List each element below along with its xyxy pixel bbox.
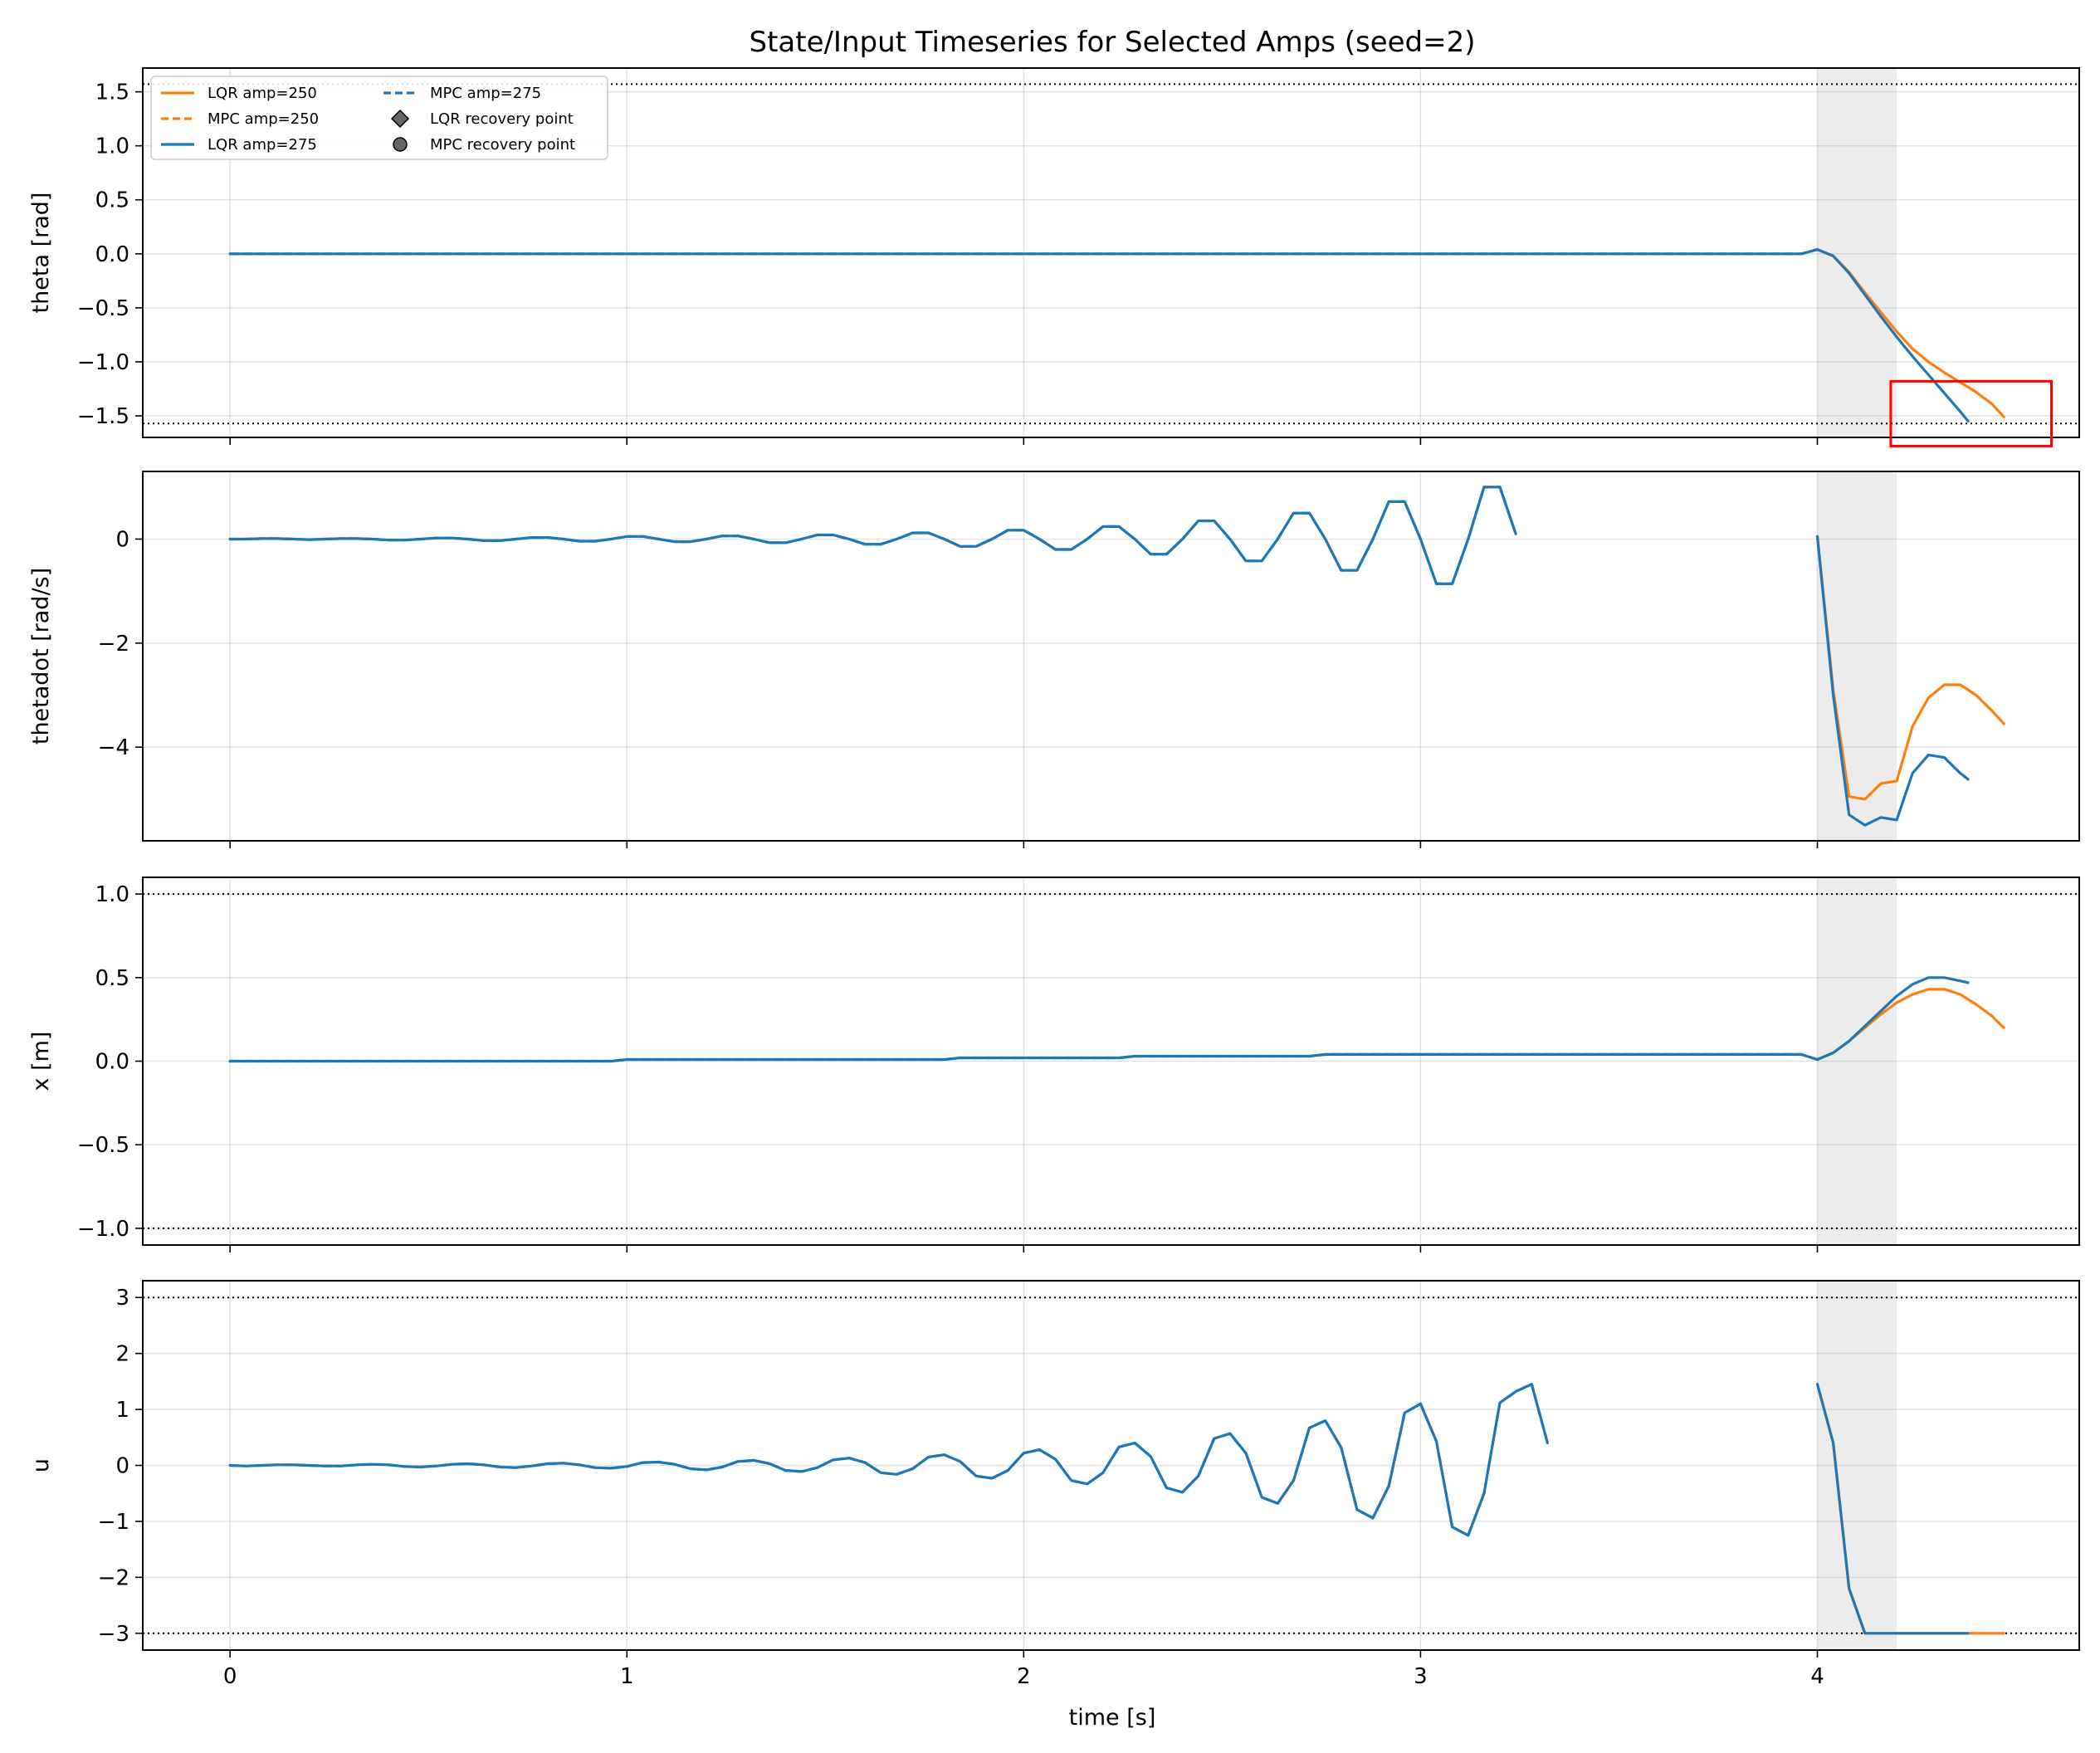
subplot-3: −1.0 −0.5 0.0 0.5 1.0 x [m] (28, 876, 2080, 1252)
series-line (1815, 535, 1970, 827)
y-tick-label: 0 (115, 527, 129, 552)
y-tick-label: −4 (98, 735, 129, 760)
y-tick-label: 1.0 (95, 882, 129, 907)
series-group (228, 1383, 2005, 1635)
y-tick-label: 1.5 (95, 81, 129, 105)
x-tick-label: 0 (223, 1664, 237, 1689)
series-group (228, 248, 2005, 423)
y-tick-label: 0.0 (95, 242, 129, 267)
y-tick-label: 0.5 (95, 188, 129, 213)
legend-label: MPC amp=250 (208, 110, 319, 128)
legend-label: LQR amp=275 (208, 136, 317, 154)
legend: LQR amp=250 MPC amp=250 LQR amp=275 MPC amp… (150, 76, 608, 160)
series-group (228, 486, 2005, 827)
legend-diamond-marker (390, 109, 410, 129)
subplot-1: −1.5 −1.0 −0.5 0.0 0.5 1.0 1.5 theta [rad] LQR a… (28, 67, 2080, 447)
y-tick-label: 0.0 (95, 1050, 129, 1075)
y-axis-label: thetadot [rad/s] (28, 568, 54, 745)
legend-label: MPC amp=275 (430, 85, 541, 102)
x-tick-label: 1 (620, 1664, 634, 1689)
shaded-region (1817, 1281, 1897, 1650)
y-tick-label: 1 (115, 1398, 129, 1423)
x-tick-label: 4 (1810, 1664, 1824, 1689)
y-tick-label: 0 (115, 1454, 129, 1479)
y-tick-label: 2 (115, 1342, 129, 1367)
y-axis-label: x [m] (28, 1032, 54, 1091)
subplot-2: −4 −2 0 thetadot [rad/s] (28, 471, 2080, 848)
series-line (1815, 535, 2005, 801)
series-line (1815, 1383, 1970, 1635)
y-tick-label: −2 (98, 632, 129, 657)
subplot-stack: −1.5 −1.0 −0.5 0.0 0.5 1.0 1.5 theta [rad] LQR a… (28, 67, 2080, 1689)
subplot-4: −3 −2 −1 0 1 2 3 0 1 2 3 4 u (28, 1280, 2080, 1689)
legend-label: LQR amp=250 (208, 85, 317, 102)
chart-title: State/Input Timeseries for Selected Amps… (749, 26, 1475, 59)
shaded-region (1817, 68, 1897, 437)
series-line (1815, 976, 1970, 1062)
y-tick-label: −3 (98, 1622, 129, 1647)
series-group (228, 976, 2005, 1063)
x-tick-label: 3 (1414, 1664, 1428, 1689)
y-tick-label: −2 (98, 1565, 129, 1590)
legend-frame (150, 76, 608, 160)
legend-label: LQR recovery point (430, 110, 574, 128)
mpc-dashed-line (228, 248, 1819, 256)
x-axis-label: time [s] (1069, 1705, 1156, 1731)
mpc-dashed-line (228, 1052, 1819, 1063)
x-tick-label: 2 (1017, 1664, 1031, 1689)
axes-frame (142, 471, 2080, 842)
highlight-box (1889, 379, 2054, 447)
y-tick-label: −1.5 (77, 404, 129, 429)
y-axis-label: u (28, 1458, 54, 1472)
mpc-dashed-line (228, 486, 1517, 586)
axes-frame (142, 67, 2080, 438)
y-tick-label: −1.0 (77, 1217, 129, 1242)
y-tick-label: 0.5 (95, 966, 129, 991)
y-tick-label: −1.0 (77, 350, 129, 375)
series-line (1815, 248, 1970, 423)
y-tick-label: −0.5 (77, 296, 129, 321)
y-tick-label: 1.0 (95, 134, 129, 159)
y-tick-label: −0.5 (77, 1133, 129, 1158)
y-tick-label: −1 (98, 1510, 129, 1535)
shaded-region (1817, 877, 1897, 1245)
y-tick-label: 3 (115, 1286, 129, 1311)
y-axis-label: theta [rad] (28, 193, 54, 314)
legend-circle-marker (393, 137, 408, 152)
shared-trajectory-line (228, 1383, 1550, 1537)
legend-label: MPC recovery point (430, 136, 575, 154)
mpc-dashed-line (228, 1383, 1550, 1537)
